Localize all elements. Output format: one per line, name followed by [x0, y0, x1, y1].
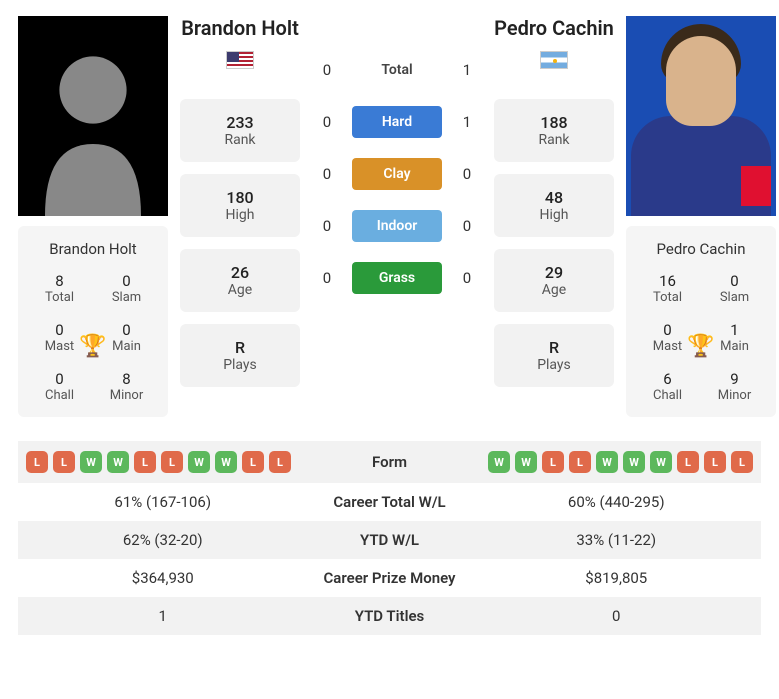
h2h-clay-label[interactable]: Clay	[352, 158, 442, 190]
player2-titles-grid: 16Total 0Slam 0Mast 1Main 6Chall 9Minor …	[634, 272, 768, 403]
player1-name[interactable]: Brandon Holt	[180, 16, 300, 40]
h2h-total-label: Total	[352, 54, 442, 86]
form-badge[interactable]: L	[53, 451, 75, 473]
player1-card-name: Brandon Holt	[26, 240, 160, 258]
form-badge[interactable]: W	[107, 451, 129, 473]
form-badge[interactable]: W	[80, 451, 102, 473]
player2-flag-icon	[540, 51, 568, 69]
form-badge[interactable]: L	[677, 451, 699, 473]
comparison-table: LLWWLLWWLL Form WWLLWWWLLL 61% (167-106)…	[18, 441, 761, 635]
h2h-indoor-label[interactable]: Indoor	[352, 210, 442, 242]
row-career-wl: 61% (167-106) Career Total W/L 60% (440-…	[18, 483, 761, 521]
player1-flag-icon	[226, 51, 254, 69]
player1-column: Brandon Holt 8Total 0Slam 0Mast 0Main 0C…	[18, 16, 168, 417]
form-badge[interactable]: L	[134, 451, 156, 473]
h2h-column: 0 Total 1 0 Hard 1 0 Clay 0 0 Indoor 0 0…	[312, 16, 482, 417]
player2-photo[interactable]	[626, 16, 776, 216]
form-badge[interactable]: L	[242, 451, 264, 473]
form-badge[interactable]: L	[704, 451, 726, 473]
silhouette-icon	[33, 36, 153, 216]
player2-form: WWLLWWWLLL	[480, 451, 754, 473]
form-badge[interactable]: L	[269, 451, 291, 473]
form-badge[interactable]: W	[515, 451, 537, 473]
row-ytd-titles: 1 YTD Titles 0	[18, 597, 761, 635]
player1-form: LLWWLLWWLL	[26, 451, 300, 473]
form-badge[interactable]: W	[596, 451, 618, 473]
form-badge[interactable]: L	[161, 451, 183, 473]
h2h-grass-label[interactable]: Grass	[352, 262, 442, 294]
player1-stats: Brandon Holt 233Rank 180High 26Age RPlay…	[180, 16, 300, 417]
row-ytd-wl: 62% (32-20) YTD W/L 33% (11-22)	[18, 521, 761, 559]
player1-photo[interactable]	[18, 16, 168, 216]
form-badge[interactable]: L	[26, 451, 48, 473]
player2-titles-card: Pedro Cachin 16Total 0Slam 0Mast 1Main 6…	[626, 226, 776, 417]
form-badge[interactable]: W	[215, 451, 237, 473]
player2-column: Pedro Cachin 16Total 0Slam 0Mast 1Main 6…	[626, 16, 776, 417]
form-badge[interactable]: L	[542, 451, 564, 473]
trophy-icon: 🏆	[687, 334, 714, 359]
player1-titles-card: Brandon Holt 8Total 0Slam 0Mast 0Main 0C…	[18, 226, 168, 417]
trophy-icon: 🏆	[79, 334, 106, 359]
player2-name[interactable]: Pedro Cachin	[494, 16, 614, 40]
form-badge[interactable]: W	[650, 451, 672, 473]
form-badge[interactable]: W	[623, 451, 645, 473]
player2-card-name: Pedro Cachin	[634, 240, 768, 258]
form-badge[interactable]: L	[731, 451, 753, 473]
h2h-hard-label[interactable]: Hard	[352, 106, 442, 138]
form-badge[interactable]: W	[188, 451, 210, 473]
form-badge[interactable]: W	[488, 451, 510, 473]
row-form: LLWWLLWWLL Form WWLLWWWLLL	[18, 441, 761, 483]
player1-titles-grid: 8Total 0Slam 0Mast 0Main 0Chall 8Minor 🏆	[26, 272, 160, 403]
player2-stats: Pedro Cachin 188Rank 48High 29Age RPlays	[494, 16, 614, 417]
comparison-top: Brandon Holt 8Total 0Slam 0Mast 0Main 0C…	[18, 16, 761, 417]
row-career-prize: $364,930 Career Prize Money $819,805	[18, 559, 761, 597]
form-badge[interactable]: L	[569, 451, 591, 473]
